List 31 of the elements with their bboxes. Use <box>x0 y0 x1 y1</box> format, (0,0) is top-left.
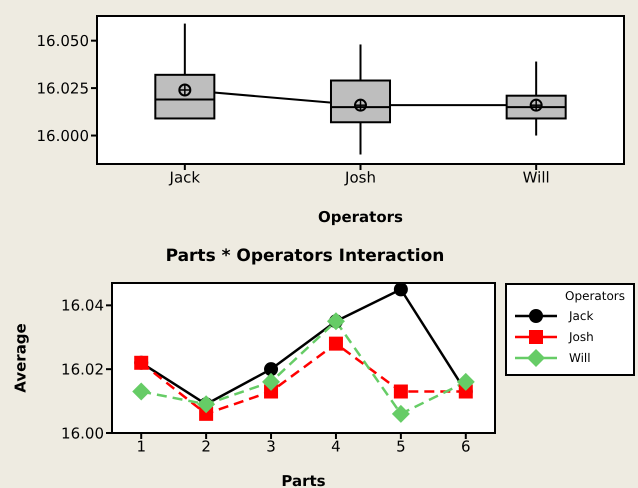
point <box>392 404 410 423</box>
x-tick-label: Josh <box>344 168 376 187</box>
chart-title: Parts * Operators Interaction <box>164 246 446 266</box>
x-tick-label: 2 <box>201 438 211 456</box>
x-tick-label: 5 <box>396 438 406 456</box>
x-tick-label: Jack <box>168 168 200 187</box>
point <box>394 384 408 399</box>
y-tick-label: 16.050 <box>36 32 89 50</box>
y-tick-label: 16.02 <box>61 360 104 378</box>
x-axis-title: Operators <box>318 208 404 226</box>
legend-label: Jack <box>569 308 594 322</box>
x-tick-label: 4 <box>331 438 341 456</box>
y-tick-label: 16.025 <box>36 79 89 98</box>
x-axis-title: Parts <box>281 472 326 488</box>
point <box>262 372 280 391</box>
legend-title: Operators <box>564 289 626 303</box>
y-axis-title: Average <box>11 323 30 393</box>
y-tick-label: 16.00 <box>61 424 104 442</box>
x-tick-label: 1 <box>136 438 146 456</box>
point <box>328 336 343 351</box>
y-tick-label: 16.000 <box>36 126 89 145</box>
x-tick-label: 3 <box>266 438 276 456</box>
legend-label: Josh <box>569 330 594 344</box>
x-tick-label: 6 <box>461 438 471 456</box>
point <box>264 362 278 376</box>
point <box>394 283 408 296</box>
point <box>456 372 475 391</box>
y-tick-label: 16.04 <box>61 296 104 315</box>
point <box>132 382 150 401</box>
x-tick-label: Will <box>522 168 550 187</box>
legend-label: Will <box>569 350 591 364</box>
